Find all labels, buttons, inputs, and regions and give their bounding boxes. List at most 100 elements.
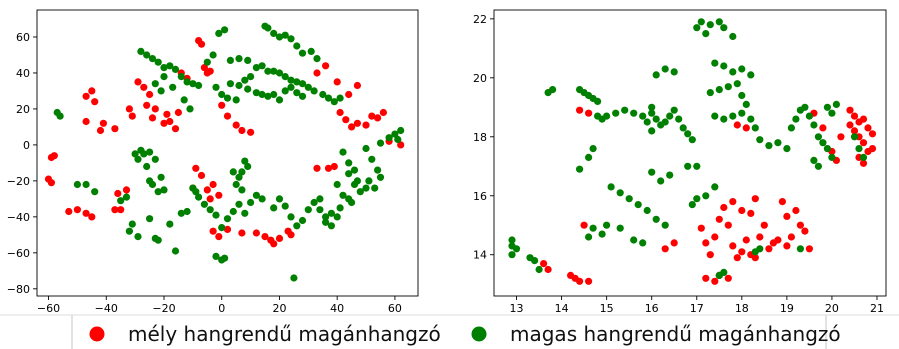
- y-tick-label: −20: [7, 175, 30, 188]
- data-point: [330, 162, 338, 171]
- data-point: [264, 67, 272, 75]
- data-point: [238, 126, 246, 135]
- data-point: [270, 90, 278, 99]
- data-point: [333, 213, 341, 221]
- data-point: [711, 183, 719, 191]
- data-point: [850, 112, 859, 120]
- data-point: [787, 233, 796, 241]
- data-point: [91, 98, 99, 106]
- data-point: [729, 32, 737, 41]
- data-point: [345, 170, 353, 178]
- x-tick-label: 14: [555, 302, 569, 315]
- data-point: [706, 251, 714, 259]
- data-point: [634, 201, 642, 209]
- data-point: [666, 112, 674, 120]
- data-point: [310, 87, 318, 95]
- data-point: [379, 108, 387, 117]
- data-point: [200, 64, 208, 72]
- data-point: [339, 148, 347, 156]
- data-point: [134, 78, 142, 86]
- data-point: [313, 55, 321, 63]
- data-point: [697, 18, 705, 26]
- data-point: [603, 112, 611, 120]
- data-point: [724, 221, 732, 229]
- data-point: [232, 121, 240, 129]
- data-point: [229, 168, 237, 176]
- data-point: [238, 229, 246, 237]
- data-point: [215, 191, 223, 199]
- data-point: [868, 145, 877, 153]
- data-point: [711, 277, 719, 285]
- data-point: [814, 162, 823, 170]
- data-point: [140, 83, 148, 91]
- data-point: [247, 73, 255, 81]
- data-point: [339, 191, 347, 199]
- x-tick-label: 19: [780, 302, 794, 315]
- data-point: [652, 115, 660, 123]
- data-point: [362, 144, 370, 153]
- data-point: [350, 166, 359, 174]
- data-point: [540, 260, 548, 268]
- series-magas: [508, 18, 868, 279]
- data-point: [82, 117, 90, 126]
- data-point: [169, 83, 177, 91]
- data-point: [148, 180, 157, 189]
- data-point: [576, 165, 584, 173]
- data-point: [774, 139, 782, 147]
- data-point: [235, 173, 243, 181]
- data-point: [146, 215, 154, 223]
- data-point: [270, 29, 278, 37]
- data-point: [298, 49, 307, 57]
- x-tick-label: −20: [152, 302, 175, 315]
- data-point: [630, 109, 638, 117]
- data-point: [702, 239, 710, 247]
- data-point: [738, 65, 746, 73]
- data-point: [828, 109, 836, 117]
- data-point: [729, 112, 737, 120]
- data-point: [648, 103, 656, 111]
- legend-marker-mely: [89, 326, 105, 342]
- data-point: [828, 153, 836, 161]
- data-point: [810, 156, 818, 164]
- data-point: [819, 124, 827, 132]
- data-point: [345, 90, 353, 99]
- data-point: [114, 189, 122, 198]
- data-point: [616, 189, 624, 197]
- data-point: [688, 201, 696, 209]
- data-point: [711, 233, 719, 241]
- data-point: [630, 236, 638, 244]
- data-point: [166, 220, 174, 228]
- data-point: [747, 115, 755, 123]
- data-point: [252, 229, 260, 237]
- data-point: [264, 92, 272, 100]
- data-point: [284, 227, 292, 235]
- data-point: [397, 141, 405, 149]
- data-point: [281, 87, 289, 95]
- data-point: [73, 206, 81, 214]
- data-point: [293, 42, 301, 50]
- data-point: [324, 94, 333, 102]
- data-point: [122, 193, 131, 201]
- data-point: [643, 118, 651, 126]
- data-point: [792, 115, 800, 123]
- data-point: [792, 206, 800, 215]
- data-point: [82, 180, 90, 189]
- data-point: [322, 218, 330, 226]
- data-point: [394, 135, 402, 144]
- data-point: [200, 200, 208, 208]
- data-point: [738, 91, 746, 100]
- series-mely: [540, 106, 877, 285]
- data-point: [385, 134, 393, 142]
- data-point: [212, 83, 220, 91]
- data-point: [855, 145, 863, 153]
- data-point: [508, 236, 516, 244]
- data-point: [293, 222, 301, 230]
- data-point: [287, 83, 295, 91]
- data-point: [223, 225, 232, 233]
- data-point: [258, 90, 266, 99]
- data-point: [742, 236, 750, 244]
- data-point: [316, 206, 324, 214]
- data-point: [684, 162, 692, 170]
- data-point: [91, 188, 99, 196]
- data-point: [778, 198, 787, 206]
